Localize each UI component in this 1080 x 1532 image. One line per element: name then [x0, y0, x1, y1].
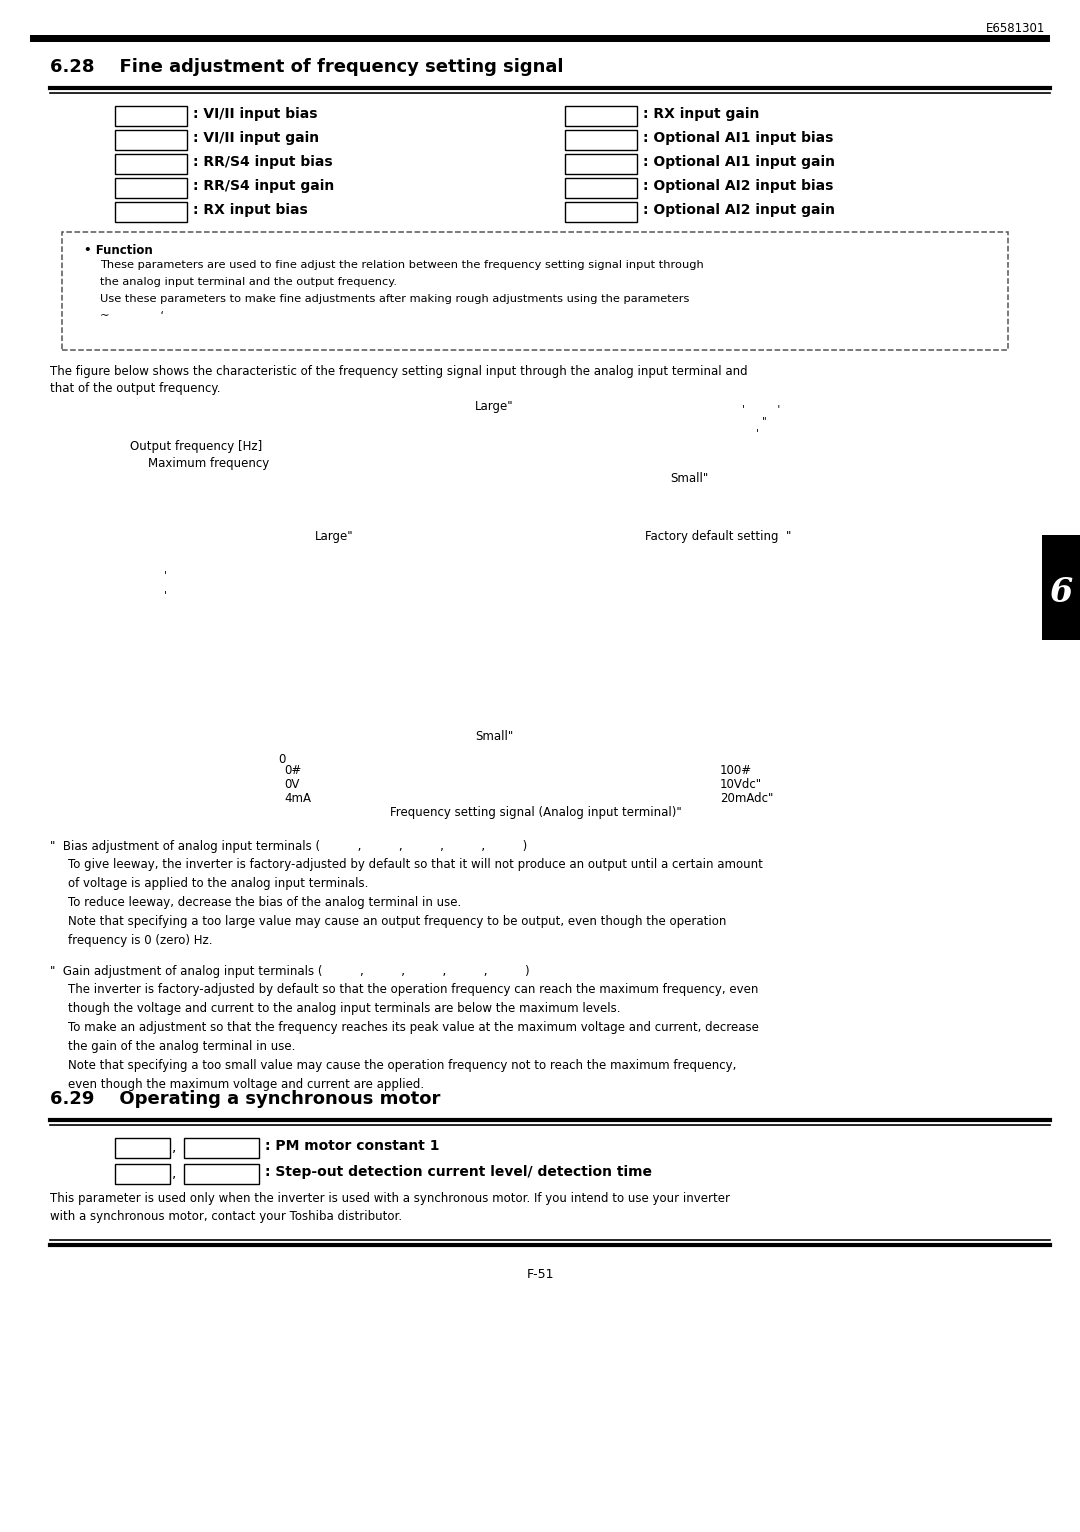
Bar	[184, 1138, 259, 1158]
Text: : Optional AI1 input bias: : Optional AI1 input bias	[643, 132, 834, 146]
Text: Large": Large"	[315, 530, 353, 542]
Bar	[565, 130, 637, 150]
Text: 20mAdc": 20mAdc"	[720, 792, 773, 804]
Text: that of the output frequency.: that of the output frequency.	[50, 381, 220, 395]
Text: : PM motor constant 1: : PM motor constant 1	[265, 1138, 440, 1154]
Text: the gain of the analog terminal in use.: the gain of the analog terminal in use.	[68, 1040, 295, 1052]
Bar	[114, 1164, 170, 1184]
Text: ,: ,	[172, 1166, 176, 1180]
Text: : Optional AI1 input gain: : Optional AI1 input gain	[643, 155, 835, 169]
Text: 10Vdc": 10Vdc"	[720, 778, 762, 791]
Text: : RX input bias: : RX input bias	[193, 204, 308, 218]
Text: 0#: 0#	[284, 764, 301, 777]
Text: frequency is 0 (zero) Hz.: frequency is 0 (zero) Hz.	[68, 935, 213, 947]
Text: Note that specifying a too large value may cause an output frequency to be outpu: Note that specifying a too large value m…	[68, 915, 727, 928]
Bar	[114, 106, 187, 126]
Bar	[565, 202, 637, 222]
Text: 0V: 0V	[284, 778, 299, 791]
Text: : Optional AI2 input bias: : Optional AI2 input bias	[643, 179, 834, 193]
Bar	[184, 1164, 259, 1184]
Text: "  Gain adjustment of analog input terminals (          ,          ,          , : " Gain adjustment of analog input termin…	[50, 965, 529, 977]
Text: Factory default setting  ": Factory default setting "	[645, 530, 792, 542]
Text: ,: ,	[172, 1140, 176, 1154]
Text: : VI/II input gain: : VI/II input gain	[193, 132, 319, 146]
Bar	[114, 1138, 170, 1158]
Text: To make an adjustment so that the frequency reaches its peak value at the maximu: To make an adjustment so that the freque…	[68, 1020, 759, 1034]
Bar	[114, 178, 187, 198]
Text: Note that specifying a too small value may cause the operation frequency not to : Note that specifying a too small value m…	[68, 1059, 737, 1072]
Text: 4mA: 4mA	[284, 792, 311, 804]
Text: : RR/S4 input gain: : RR/S4 input gain	[193, 179, 334, 193]
Text: ~              ‘: ~ ‘	[100, 311, 164, 322]
Text: : RX input gain: : RX input gain	[643, 107, 759, 121]
Text: ': '	[164, 570, 167, 581]
Text: To reduce leeway, decrease the bias of the analog terminal in use.: To reduce leeway, decrease the bias of t…	[68, 896, 461, 908]
Bar	[565, 106, 637, 126]
Text: : Step-out detection current level/ detection time: : Step-out detection current level/ dete…	[265, 1164, 652, 1180]
Text: 6.28    Fine adjustment of frequency setting signal: 6.28 Fine adjustment of frequency settin…	[50, 58, 564, 77]
Text: '          ': ' '	[742, 404, 780, 415]
Text: 6.29    Operating a synchronous motor: 6.29 Operating a synchronous motor	[50, 1089, 441, 1108]
Text: F-51: F-51	[526, 1268, 554, 1281]
Text: with a synchronous motor, contact your Toshiba distributor.: with a synchronous motor, contact your T…	[50, 1210, 402, 1223]
Text: "  Bias adjustment of analog input terminals (          ,          ,          , : " Bias adjustment of analog input termin…	[50, 840, 527, 853]
Bar	[1042, 535, 1080, 640]
Text: Large": Large"	[475, 400, 514, 414]
Text: : VI/II input bias: : VI/II input bias	[193, 107, 318, 121]
Bar	[565, 155, 637, 175]
Text: even though the maximum voltage and current are applied.: even though the maximum voltage and curr…	[68, 1079, 424, 1091]
Text: This parameter is used only when the inverter is used with a synchronous motor. : This parameter is used only when the inv…	[50, 1192, 730, 1206]
Text: Frequency setting signal (Analog input terminal)": Frequency setting signal (Analog input t…	[390, 806, 681, 820]
Bar	[114, 202, 187, 222]
Text: Output frequency [Hz]: Output frequency [Hz]	[130, 440, 262, 453]
Bar	[114, 130, 187, 150]
Bar	[30, 35, 1050, 41]
Bar	[114, 155, 187, 175]
Text: 100#: 100#	[720, 764, 752, 777]
Bar	[565, 178, 637, 198]
Text: : Optional AI2 input gain: : Optional AI2 input gain	[643, 204, 835, 218]
Text: : RR/S4 input bias: : RR/S4 input bias	[193, 155, 333, 169]
Bar	[62, 231, 1008, 349]
Text: Small": Small"	[670, 472, 708, 486]
Text: Use these parameters to make fine adjustments after making rough adjustments usi: Use these parameters to make fine adjust…	[100, 294, 689, 303]
Text: of voltage is applied to the analog input terminals.: of voltage is applied to the analog inpu…	[68, 876, 368, 890]
Text: ': '	[756, 427, 759, 438]
Text: These parameters are used to fine adjust the relation between the frequency sett: These parameters are used to fine adjust…	[100, 260, 704, 270]
Text: • Function: • Function	[84, 244, 152, 257]
Text: The inverter is factory-adjusted by default so that the operation frequency can : The inverter is factory-adjusted by defa…	[68, 984, 758, 996]
Text: Maximum frequency: Maximum frequency	[148, 457, 269, 470]
Text: E6581301: E6581301	[986, 21, 1045, 35]
Text: 0: 0	[278, 754, 285, 766]
Text: 6: 6	[1050, 576, 1072, 608]
Text: though the voltage and current to the analog input terminals are below the maxim: though the voltage and current to the an…	[68, 1002, 621, 1016]
Text: the analog input terminal and the output frequency.: the analog input terminal and the output…	[100, 277, 397, 286]
Text: The figure below shows the characteristic of the frequency setting signal input : The figure below shows the characteristi…	[50, 365, 747, 378]
Text: ": "	[762, 417, 767, 426]
Text: Small": Small"	[475, 731, 513, 743]
Text: To give leeway, the inverter is factory-adjusted by default so that it will not : To give leeway, the inverter is factory-…	[68, 858, 762, 872]
Text: ': '	[164, 590, 167, 601]
